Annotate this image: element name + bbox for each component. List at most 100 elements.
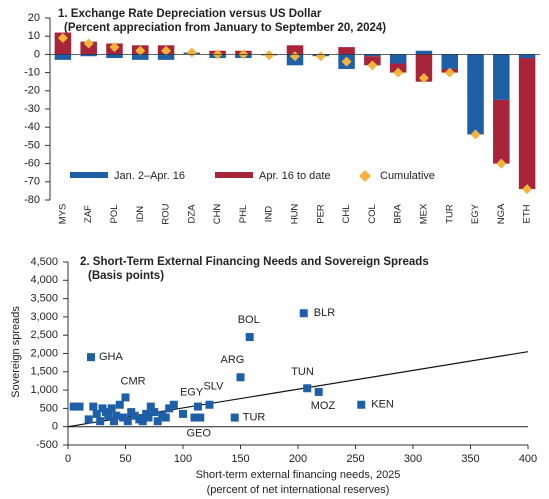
point-label: TUR bbox=[243, 411, 266, 423]
y-tick-label: 2,000 bbox=[30, 347, 58, 359]
y-tick-label: 20 bbox=[28, 12, 40, 24]
x-axis-title: Short-term external financing needs, 202… bbox=[196, 469, 401, 481]
y-tick-label: -30 bbox=[24, 103, 40, 115]
y-tick-label: 3,500 bbox=[30, 293, 58, 305]
x-tick-label: ZAF bbox=[83, 205, 94, 223]
point bbox=[303, 384, 312, 393]
point bbox=[193, 402, 202, 411]
legend-label: Apr. 16 to date bbox=[259, 170, 331, 182]
legend-swatch bbox=[215, 172, 253, 178]
point bbox=[96, 417, 105, 426]
bar-segment bbox=[518, 58, 536, 190]
cumulative-marker bbox=[341, 56, 352, 67]
y-tick-label: 500 bbox=[40, 402, 58, 414]
y-axis-title: Sovereign spreads bbox=[10, 306, 22, 398]
x-tick-label: CHL bbox=[341, 204, 352, 223]
bar-segment bbox=[54, 54, 72, 60]
x-tick-label: 350 bbox=[461, 453, 479, 465]
point-label: EGY bbox=[180, 386, 204, 398]
point-label: TUN bbox=[291, 366, 314, 378]
bar-segment bbox=[157, 54, 175, 60]
point bbox=[69, 402, 78, 411]
point bbox=[299, 309, 308, 318]
bar-segment bbox=[518, 54, 536, 59]
x-tick-label: CHN bbox=[212, 204, 223, 225]
x-tick-label: MYS bbox=[57, 204, 68, 225]
y-tick-label: -500 bbox=[36, 439, 58, 451]
point bbox=[245, 333, 254, 342]
point bbox=[165, 404, 174, 413]
legend-label: Cumulative bbox=[380, 170, 435, 182]
y-tick-label: -20 bbox=[24, 85, 40, 97]
x-tick-label: HUN bbox=[290, 204, 301, 225]
x-tick-label: 50 bbox=[119, 453, 131, 465]
x-tick-label: 100 bbox=[174, 453, 192, 465]
x-axis-title: (percent of net international reserves) bbox=[207, 484, 390, 496]
legend-label: Jan. 2–Apr. 16 bbox=[114, 170, 185, 182]
point bbox=[130, 411, 139, 420]
y-tick-label: 4,000 bbox=[30, 274, 58, 286]
y-tick-label: 1,500 bbox=[30, 366, 58, 378]
point bbox=[236, 373, 245, 382]
x-tick-label: MEX bbox=[418, 203, 429, 224]
y-tick-label: -70 bbox=[24, 176, 40, 188]
cumulative-marker bbox=[444, 67, 455, 78]
cumulative-marker bbox=[418, 73, 429, 84]
point bbox=[138, 417, 147, 426]
cumulative-marker bbox=[264, 50, 275, 61]
x-tick-label: COL bbox=[367, 204, 378, 224]
legend-swatch bbox=[70, 172, 108, 178]
bar-segment bbox=[467, 54, 484, 135]
point-label: CMR bbox=[121, 375, 146, 387]
bar-segment bbox=[364, 54, 381, 57]
point bbox=[179, 409, 187, 418]
point bbox=[92, 409, 101, 418]
y-tick-label: -80 bbox=[24, 194, 40, 206]
point bbox=[230, 413, 239, 422]
bar-segment bbox=[415, 54, 433, 82]
x-tick-label: ETH bbox=[522, 204, 533, 223]
x-tick-label: EGY bbox=[470, 203, 481, 224]
cumulative-marker bbox=[57, 33, 68, 44]
point bbox=[357, 400, 366, 409]
bar-segment bbox=[389, 54, 407, 64]
cumulative-marker bbox=[290, 51, 300, 62]
chart-subtitle: (Basis points) bbox=[88, 270, 164, 282]
y-tick-label: 2,500 bbox=[30, 329, 58, 341]
point bbox=[75, 402, 84, 411]
cumulative-marker bbox=[367, 60, 378, 71]
bar-segment bbox=[132, 54, 149, 60]
point bbox=[150, 408, 159, 417]
x-tick-label: 300 bbox=[404, 453, 422, 465]
x-tick-label: POL bbox=[109, 204, 120, 223]
cumulative-marker bbox=[470, 129, 481, 140]
point bbox=[89, 402, 98, 411]
x-tick-label: TUR bbox=[444, 204, 455, 224]
point bbox=[84, 415, 93, 424]
y-tick-label: -10 bbox=[24, 67, 40, 79]
point bbox=[153, 417, 162, 426]
x-tick-label: ROU bbox=[161, 203, 172, 224]
point-label: GEO bbox=[187, 427, 212, 439]
y-tick-label: -50 bbox=[24, 139, 40, 151]
x-tick-label: PHL bbox=[238, 205, 249, 223]
point bbox=[146, 402, 155, 411]
point bbox=[119, 413, 128, 422]
point-label: BOL bbox=[238, 314, 260, 326]
point bbox=[110, 417, 118, 426]
point bbox=[123, 417, 132, 426]
point-label: SLV bbox=[203, 381, 224, 393]
x-tick-label: PER bbox=[315, 204, 326, 224]
point bbox=[115, 400, 124, 409]
cumulative-marker bbox=[393, 67, 404, 78]
y-tick-label: -40 bbox=[24, 121, 40, 133]
x-tick-label: 400 bbox=[519, 453, 537, 465]
chart-subtitle: (Percent appreciation from January to Se… bbox=[64, 22, 386, 34]
point-label: MOZ bbox=[311, 400, 336, 412]
cumulative-marker bbox=[109, 42, 120, 53]
point bbox=[87, 353, 95, 362]
bar-segment bbox=[493, 99, 510, 164]
legend-swatch bbox=[359, 170, 371, 182]
y-tick-label: 3,000 bbox=[30, 311, 58, 323]
cumulative-marker bbox=[496, 158, 507, 169]
